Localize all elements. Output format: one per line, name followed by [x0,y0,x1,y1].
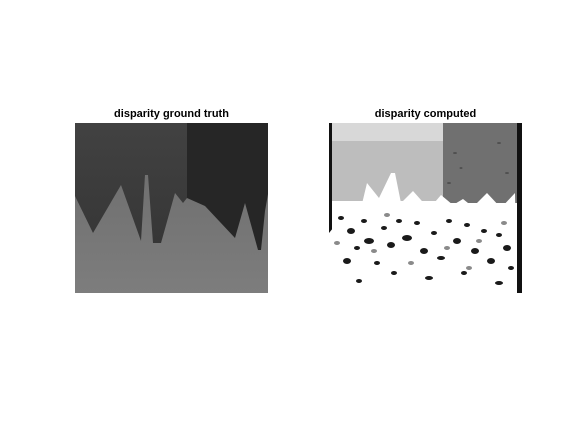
computed-noise-top [447,142,509,184]
computed-title: disparity computed [374,108,477,120]
ground-truth-image [75,123,268,293]
computed-disparity-map [329,123,522,293]
computed-noise-gray [334,213,507,270]
gt-foreground-right [187,123,268,250]
ground-truth-disparity-map [75,123,268,293]
ground-truth-title: disparity ground truth [114,108,229,120]
computed-image [329,123,522,293]
computed-noise [338,216,514,285]
gt-foreground-left [75,123,187,243]
